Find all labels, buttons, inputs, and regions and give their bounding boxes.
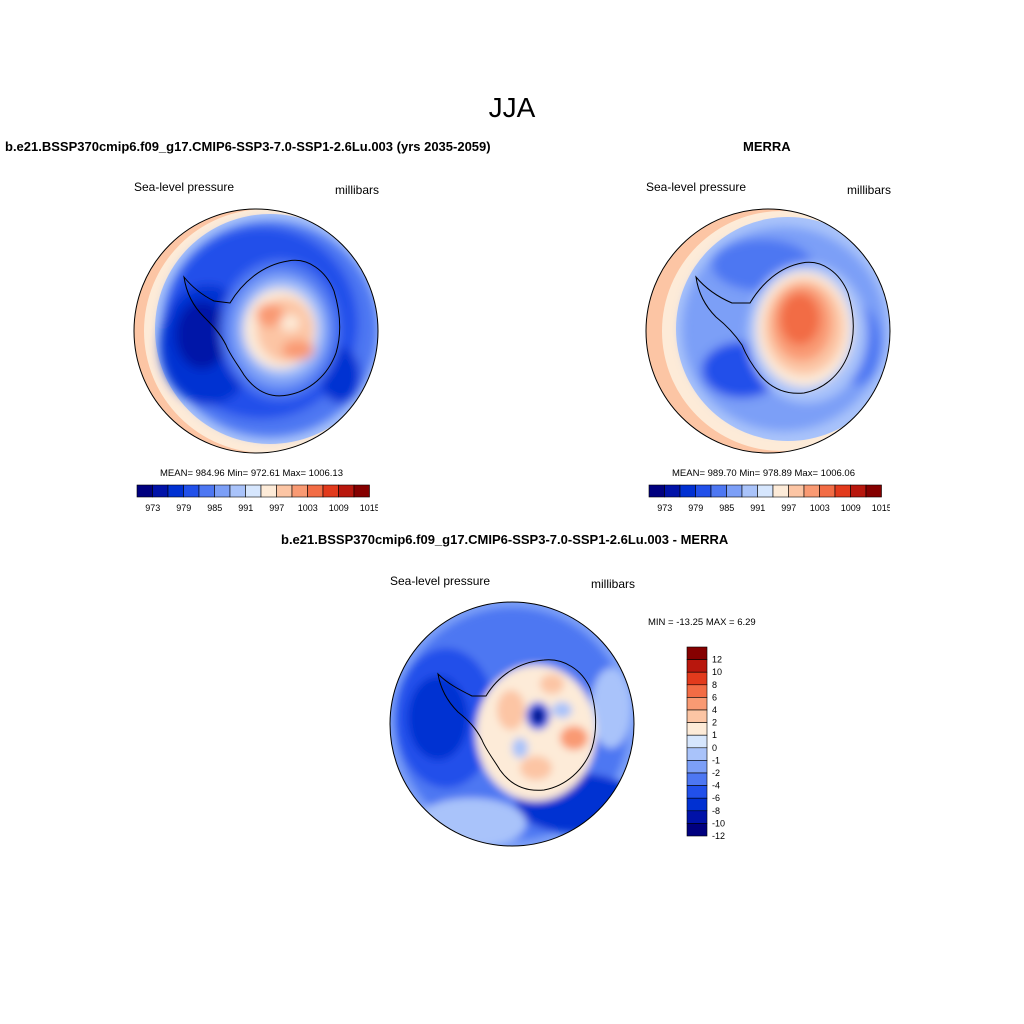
panel-diff-colorbar-tick-label: -8 xyxy=(712,806,720,816)
panel-obs-colorbar-box xyxy=(772,484,789,498)
panel-obs-title: MERRA xyxy=(743,139,791,154)
panel-diff-colorbar-tick-label: 1 xyxy=(712,730,717,740)
panel-diff-colorbar-tick-label: 12 xyxy=(712,655,722,665)
panel-model-colorbar-box xyxy=(167,484,184,498)
panel-model-colorbar-box xyxy=(152,484,169,498)
panel-diff-colorbar-tick-label: 4 xyxy=(712,705,717,715)
panel-obs-colorbar-box xyxy=(679,484,696,498)
figure-title: JJA xyxy=(488,92,536,123)
panel-model-colorbar-box xyxy=(353,484,370,498)
panel-model-colorbar-tick-label: 985 xyxy=(207,503,222,513)
panel-diff-colorbar-box xyxy=(686,785,708,799)
panel-obs-colorbar-box xyxy=(757,484,774,498)
panel-obs-colorbar-box xyxy=(788,484,805,498)
panel-obs-map xyxy=(645,208,891,454)
panel-obs-units-label: millibars xyxy=(847,183,892,197)
panel-model-colorbar-box xyxy=(307,484,324,498)
panel-obs-colorbar-box xyxy=(834,484,851,498)
panel-diff-colorbar-tick-label: -4 xyxy=(712,781,720,791)
panel-diff-colorbar-tick-label: 6 xyxy=(712,692,717,702)
panel-model-colorbar-box xyxy=(260,484,277,498)
panel-diff-title: b.e21.BSSP370cmip6.f09_g17.CMIP6-SSP3-7.… xyxy=(281,532,729,547)
panel-obs-stats: MEAN= 989.70 Min= 978.89 Max= 1006.06 xyxy=(672,468,855,479)
panel-diff-colorbar-tick-label: -6 xyxy=(712,793,720,803)
panel-model-stats: MEAN= 984.96 Min= 972.61 Max= 1006.13 xyxy=(160,468,343,479)
panel-diff-units-label: millibars xyxy=(591,577,636,591)
panel-diff-colorbar-box xyxy=(686,823,708,837)
panel-model-colorbar-box xyxy=(136,484,153,498)
panel-obs-colorbar-tick-label: 985 xyxy=(719,503,734,513)
panel-obs-colorbar-box xyxy=(741,484,758,498)
panel-obs-colorbar-tick-label: 1003 xyxy=(810,503,830,513)
panel-diff-colorbar-tick-label: -1 xyxy=(712,755,720,765)
panel-diff-map xyxy=(389,601,635,847)
panel-diff-colorbar-tick-label: -10 xyxy=(712,818,725,828)
panel-model-colorbar-box xyxy=(322,484,339,498)
panel-obs-colorbar-box xyxy=(695,484,712,498)
panel-model-map xyxy=(133,208,379,454)
panel-model-colorbar-box xyxy=(183,484,200,498)
panel-diff-colorbar-box xyxy=(686,760,708,774)
panel-model-colorbar-box xyxy=(338,484,355,498)
panel-model-colorbar-box xyxy=(198,484,215,498)
panel-model-title: b.e21.BSSP370cmip6.f09_g17.CMIP6-SSP3-7.… xyxy=(5,139,491,154)
panel-model-variable-label: Sea-level pressure xyxy=(134,180,235,194)
panel-model-colorbar: 973 979 985 991 997 1003 1009 1015 xyxy=(136,484,378,513)
panel-obs-colorbar-box xyxy=(803,484,820,498)
panel-model-colorbar-tick-label: 973 xyxy=(145,503,160,513)
panel-obs-colorbar-box xyxy=(710,484,727,498)
panel-diff-colorbar-tick-label: 10 xyxy=(712,667,722,677)
panel-diff-colorbar-box xyxy=(686,772,708,786)
panel-diff-colorbar-box xyxy=(686,797,708,812)
panel-obs-colorbar-box xyxy=(664,484,681,498)
panel-model-units-label: millibars xyxy=(335,183,380,197)
panel-obs-colorbar: 973 979 985 991 997 1003 1009 1015 xyxy=(648,484,890,513)
panel-model-colorbar-tick-label: 1003 xyxy=(298,503,318,513)
panel-obs-colorbar-tick-label: 979 xyxy=(688,503,703,513)
panel-diff-colorbar-box xyxy=(686,747,708,761)
panel-model-colorbar-box xyxy=(276,484,293,498)
panel-diff-stats: MIN = -13.25 MAX = 6.29 xyxy=(648,617,756,628)
panel-obs-colorbar-tick-label: 1015 xyxy=(872,503,890,513)
panel-obs-colorbar-box xyxy=(726,484,743,498)
panel-diff-colorbar-tick-label: -2 xyxy=(712,768,720,778)
panel-model-colorbar-tick-label: 1015 xyxy=(360,503,378,513)
panel-obs-colorbar-box xyxy=(819,484,836,498)
panel-obs-colorbar-box xyxy=(865,484,882,498)
panel-obs-colorbar-tick-label: 1009 xyxy=(841,503,861,513)
panel-model-colorbar-tick-label: 991 xyxy=(238,503,253,513)
panel-model-colorbar-box xyxy=(245,484,262,498)
panel-model-colorbar-tick-label: 997 xyxy=(269,503,284,513)
panel-diff-colorbar-box xyxy=(686,810,708,824)
panel-diff-colorbar-box xyxy=(686,671,708,686)
panel-diff-variable-label: Sea-level pressure xyxy=(390,574,491,588)
panel-obs-colorbar-tick-label: 997 xyxy=(781,503,796,513)
panel-diff-colorbar-box xyxy=(686,722,708,736)
panel-diff-colorbar-box xyxy=(686,684,708,698)
panel-obs-variable-label: Sea-level pressure xyxy=(646,180,747,194)
panel-diff-colorbar-tick-label: -12 xyxy=(712,831,725,841)
panel-model-colorbar-box xyxy=(229,484,246,498)
panel-obs-colorbar-box xyxy=(850,484,867,498)
panel-diff-colorbar-tick-label: 0 xyxy=(712,743,717,753)
panel-model-colorbar-tick-label: 979 xyxy=(176,503,191,513)
panel-obs-colorbar-tick-label: 973 xyxy=(657,503,672,513)
panel-diff-colorbar-box xyxy=(686,709,708,723)
panel-model-colorbar-box xyxy=(291,484,308,498)
panel-diff-colorbar-tick-label: 2 xyxy=(712,718,717,728)
panel-diff-colorbar-box xyxy=(686,646,708,660)
panel-obs-colorbar-box xyxy=(648,484,665,498)
panel-diff-colorbar-box xyxy=(686,734,708,749)
panel-diff-colorbar-tick-label: 8 xyxy=(712,680,717,690)
panel-diff-colorbar-box xyxy=(686,697,708,711)
panel-diff-colorbar-box xyxy=(686,659,708,673)
panel-obs-colorbar-tick-label: 991 xyxy=(750,503,765,513)
panel-model-colorbar-box xyxy=(214,484,231,498)
panel-model-colorbar-tick-label: 1009 xyxy=(329,503,349,513)
